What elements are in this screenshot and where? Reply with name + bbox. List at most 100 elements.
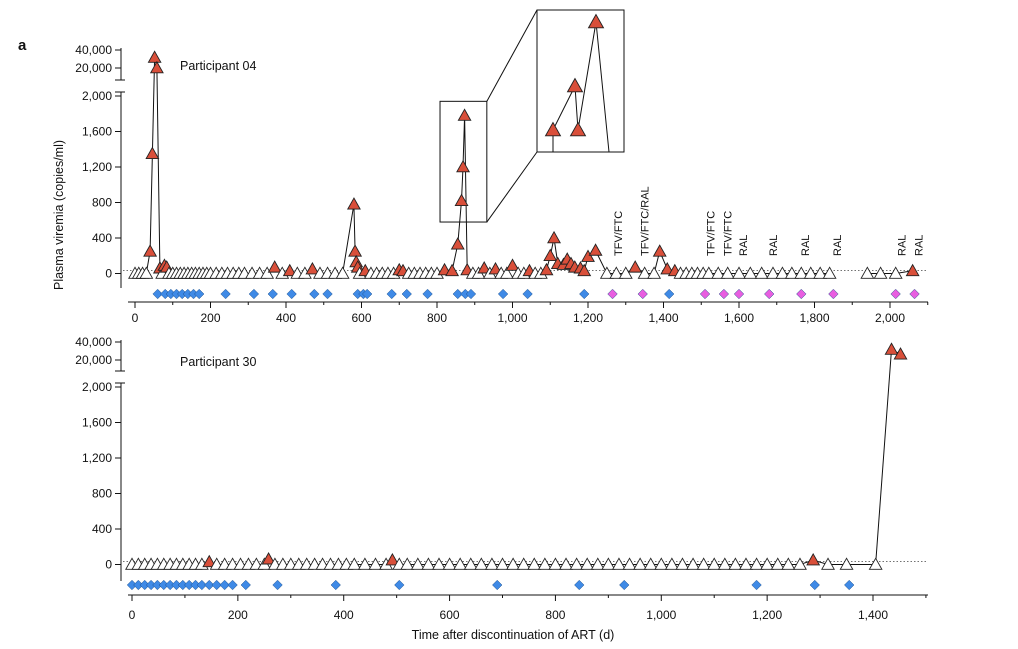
undetectable-point (618, 266, 633, 279)
undetectable-point (633, 557, 648, 570)
sample-marker-blue (809, 579, 820, 591)
undetectable-point (537, 557, 552, 570)
x-tick-label: 0 (129, 608, 136, 622)
zoom-inset-point (544, 121, 562, 137)
viremia-line (867, 270, 913, 274)
x-tick-label: 1,800 (799, 311, 829, 325)
sample-marker-magenta (909, 288, 920, 300)
detectable-point (261, 552, 276, 565)
sample-marker-blue (497, 288, 509, 300)
sample-marker-magenta (718, 288, 730, 300)
undetectable-point (675, 557, 690, 570)
undetectable-point (499, 266, 514, 279)
drug-label: TFV/FTC/RAL (640, 186, 652, 256)
y-tick-label: 40,000 (75, 43, 112, 57)
sample-marker-blue (211, 579, 222, 591)
undetectable-point (770, 557, 785, 570)
undetectable-point (822, 266, 837, 279)
undetectable-point (743, 266, 758, 279)
undetectable-point (701, 266, 716, 279)
undetectable-point (139, 266, 154, 279)
sample-marker-blue (579, 288, 590, 300)
x-tick-label: 400 (334, 608, 354, 622)
sample-marker-magenta (828, 288, 839, 300)
undetectable-point (548, 557, 563, 570)
drug-label: RAL (768, 235, 780, 256)
undetectable-point (839, 557, 854, 570)
undetectable-point (781, 557, 796, 570)
x-tick-label: 1,200 (573, 311, 603, 325)
x-axis-label: Time after discontinuation of ART (d) (412, 628, 615, 642)
zoom-connector (486, 151, 538, 223)
zoom-connector (486, 9, 538, 102)
detectable-point (282, 263, 297, 277)
undetectable-point (368, 557, 383, 570)
detectable-point (445, 263, 460, 277)
y-tick-label: 1,600 (82, 416, 112, 430)
y-tick-label: 40,000 (75, 335, 112, 349)
undetectable-point (792, 557, 807, 570)
x-tick-label: 600 (440, 608, 460, 622)
sample-marker-blue (204, 579, 215, 591)
undetectable-point (696, 557, 711, 570)
sample-marker-magenta (796, 288, 807, 300)
sample-marker-magenta (637, 288, 648, 300)
sample-marker-blue (248, 288, 260, 300)
y-tick-label: 400 (92, 231, 112, 245)
undetectable-point (260, 266, 275, 279)
undetectable-point (728, 557, 743, 570)
detectable-point (477, 261, 492, 274)
sample-marker-magenta (890, 288, 901, 300)
drug-label: RAL (832, 235, 844, 256)
sample-marker-blue (286, 288, 297, 300)
undetectable-point (873, 266, 888, 279)
y-tick-label: 800 (92, 487, 112, 501)
sample-marker-blue (619, 579, 630, 591)
sample-marker-blue (220, 288, 231, 300)
sample-marker-blue (309, 288, 320, 300)
x-tick-label: 200 (200, 311, 220, 325)
panel-participant-30: Participant 30 0 400 800 1,200 1,600 2,000 20,0… (75, 335, 928, 622)
sample-marker-magenta (607, 288, 618, 300)
drug-label: TFV/FTC (613, 211, 625, 256)
y-axis-label: Plasma viremia (copies/ml) (52, 140, 66, 290)
x-tick-label: 1,400 (858, 608, 888, 622)
undetectable-point (474, 557, 489, 570)
zoom-inset-point (566, 77, 584, 93)
panel-letter: a (18, 37, 27, 54)
detectable-point (539, 262, 554, 276)
y-tick-label: 1,200 (82, 160, 112, 174)
undetectable-point (732, 266, 746, 279)
y-tick-label: 1,200 (82, 451, 112, 465)
undetectable-point (643, 557, 658, 570)
undetectable-point (803, 266, 818, 279)
drug-label: RAL (913, 235, 925, 256)
sample-marker-blue (394, 579, 405, 591)
sample-marker-magenta (764, 288, 775, 300)
undetectable-point (463, 557, 478, 570)
undetectable-point (707, 557, 722, 570)
undetectable-point (860, 266, 875, 279)
undetectable-point (720, 266, 735, 279)
sample-marker-blue (574, 579, 585, 591)
undetectable-point (794, 266, 809, 279)
undetectable-point (766, 266, 780, 279)
detectable-point (348, 244, 363, 257)
detectable-point (806, 552, 821, 566)
undetectable-point (754, 266, 769, 279)
y-tick-label: 800 (92, 196, 112, 210)
undetectable-point (527, 557, 542, 570)
undetectable-point (717, 557, 732, 570)
undetectable-point (609, 266, 624, 279)
sample-marker-blue (227, 579, 238, 591)
x-tick-label: 1,400 (648, 311, 678, 325)
undetectable-point (400, 557, 415, 570)
x-tick-label: 200 (228, 608, 248, 622)
undetectable-point (868, 557, 883, 570)
undetectable-point (749, 557, 764, 570)
detectable-point (505, 258, 520, 271)
y-tick-label: 1,600 (82, 125, 112, 139)
undetectable-point (484, 557, 499, 570)
undetectable-point (664, 557, 679, 570)
